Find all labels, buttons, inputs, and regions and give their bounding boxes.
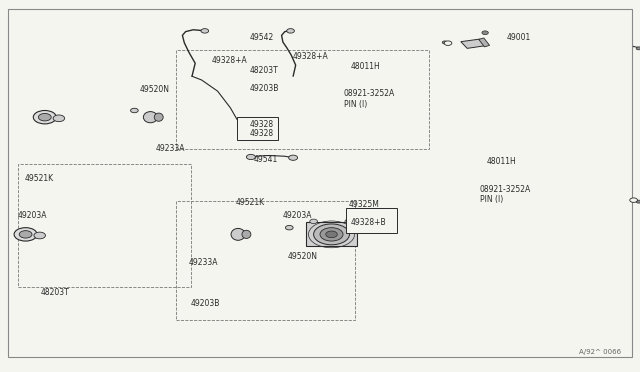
Circle shape [285,225,293,230]
Text: 08921-3252A: 08921-3252A [344,89,395,98]
Bar [306,222,357,246]
Text: 49203A: 49203A [283,211,312,220]
Circle shape [53,115,65,122]
Circle shape [326,231,337,238]
Ellipse shape [143,112,157,123]
Text: 48011H: 48011H [486,157,516,166]
Circle shape [371,214,378,218]
Text: A/92^ 0066: A/92^ 0066 [579,349,621,355]
Text: 49203B: 49203B [191,299,220,308]
Circle shape [14,228,37,241]
Text: 49325M: 49325M [349,200,380,209]
Circle shape [289,155,298,160]
Polygon shape [479,38,490,47]
Text: 49520N: 49520N [288,252,318,261]
Circle shape [320,228,343,241]
Bar [346,208,397,232]
Circle shape [444,41,452,45]
Text: 49520N: 49520N [140,85,170,94]
Text: 49233A: 49233A [189,258,218,267]
Bar [18,164,191,287]
Polygon shape [461,39,488,48]
Text: 49328+A: 49328+A [211,56,247,65]
Text: 49328: 49328 [250,129,274,138]
Text: 48203T: 48203T [250,66,278,75]
Text: PIN (l): PIN (l) [344,100,367,109]
Bar [351,208,381,220]
Circle shape [287,29,294,33]
Text: 48011H: 48011H [351,62,380,71]
Text: 49328+A: 49328+A [293,52,329,61]
Ellipse shape [242,230,251,238]
Bar [237,117,278,140]
Circle shape [353,214,359,218]
Circle shape [482,31,488,35]
Circle shape [34,232,45,239]
Circle shape [636,200,640,203]
Text: PIN (l): PIN (l) [480,195,503,203]
Bar [176,201,355,320]
Text: 49203A: 49203A [18,211,47,220]
Bar [176,50,429,149]
Text: 49328: 49328 [250,120,274,129]
Circle shape [310,219,317,224]
Text: 49001: 49001 [507,33,531,42]
Circle shape [38,113,51,121]
Circle shape [131,108,138,113]
Circle shape [442,41,447,44]
Text: 08921-3252A: 08921-3252A [480,185,531,194]
Ellipse shape [154,113,163,121]
Circle shape [345,219,353,224]
Circle shape [636,47,640,50]
Text: 49328+B: 49328+B [351,218,387,227]
Text: 49233A: 49233A [156,144,185,153]
Text: 48203T: 48203T [40,288,69,296]
Circle shape [314,224,349,245]
Text: 49542: 49542 [250,33,274,42]
Ellipse shape [231,228,245,240]
Circle shape [33,110,56,124]
Circle shape [630,198,637,202]
Text: 49203B: 49203B [250,84,279,93]
Circle shape [201,29,209,33]
Circle shape [363,223,371,227]
Circle shape [246,154,255,160]
Circle shape [19,231,32,238]
Text: 49521K: 49521K [24,174,54,183]
Text: 49521K: 49521K [236,198,265,207]
Text: 49541: 49541 [253,155,278,164]
